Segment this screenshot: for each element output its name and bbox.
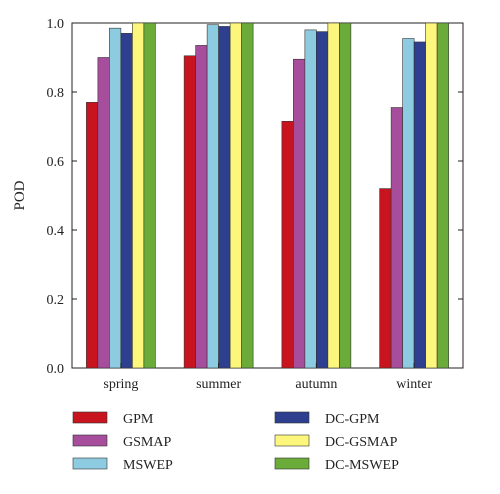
legend-swatch-gpm bbox=[72, 411, 108, 424]
y-tick-label: 0.2 bbox=[47, 293, 65, 308]
bar-gsmap-spring bbox=[97, 57, 110, 369]
bar-gpm-autumn bbox=[281, 121, 294, 369]
bar-dc-gpm-summer bbox=[218, 26, 231, 369]
bar-dc-gsmap-autumn bbox=[327, 22, 340, 369]
y-tick-label: 0.8 bbox=[47, 86, 65, 101]
legend-swatch-dc-mswep bbox=[274, 457, 310, 470]
bar-dc-gpm-winter bbox=[413, 41, 426, 369]
legend-swatch-gsmap bbox=[72, 434, 108, 447]
y-tick-label: 0.0 bbox=[47, 362, 65, 377]
bar-gsmap-autumn bbox=[293, 58, 306, 369]
x-tick-label-winter: winter bbox=[396, 377, 432, 392]
bar-dc-gpm-autumn bbox=[316, 31, 329, 369]
y-tick-label: 0.4 bbox=[47, 224, 65, 239]
bar-dc-mswep-spring bbox=[143, 22, 156, 369]
legend-swatch-mswep bbox=[72, 457, 108, 470]
legend-label-dc-gsmap: DC-GSMAP bbox=[325, 435, 398, 450]
legend: GPM GSMAP MSWEP DC-GPM DC-GSMAP DC-MSWEP bbox=[72, 411, 399, 473]
x-tick-label-spring: spring bbox=[103, 377, 138, 392]
y-axis-label: POD bbox=[12, 180, 28, 210]
x-tick-label-autumn: autumn bbox=[295, 377, 337, 392]
legend-label-dc-mswep: DC-MSWEP bbox=[325, 458, 399, 473]
bar-mswep-spring bbox=[109, 27, 122, 369]
y-tick-label: 0.6 bbox=[47, 155, 65, 170]
bar-dc-gsmap-winter bbox=[425, 22, 438, 369]
legend-label-gpm: GPM bbox=[123, 412, 154, 427]
plot-frame bbox=[71, 22, 464, 369]
bar-dc-gsmap-spring bbox=[132, 22, 145, 369]
legend-label-dc-gpm: DC-GPM bbox=[325, 412, 380, 427]
x-tick-label-summer: summer bbox=[196, 377, 241, 392]
legend-label-gsmap: GSMAP bbox=[123, 435, 171, 450]
bar-dc-mswep-summer bbox=[241, 22, 254, 369]
legend-swatch-dc-gsmap bbox=[274, 434, 310, 447]
legend-swatch-dc-gpm bbox=[274, 411, 310, 424]
bar-dc-gsmap-summer bbox=[229, 22, 242, 369]
bar-gpm-spring bbox=[86, 102, 99, 369]
legend-label-mswep: MSWEP bbox=[123, 458, 173, 473]
y-tick-label: 1.0 bbox=[47, 17, 65, 32]
bar-gpm-winter bbox=[379, 188, 392, 369]
bar-dc-mswep-winter bbox=[436, 22, 449, 369]
bar-mswep-autumn bbox=[304, 29, 317, 369]
bar-mswep-winter bbox=[402, 38, 415, 369]
bar-gsmap-summer bbox=[195, 45, 208, 369]
bar-dc-mswep-autumn bbox=[339, 22, 352, 369]
plot-area: 0.0 0.2 0.4 0.6 0.8 1.0 POD spring summer autumn w… bbox=[12, 17, 464, 392]
bar-dc-gpm-spring bbox=[120, 33, 133, 369]
bar-gsmap-winter bbox=[390, 107, 403, 369]
bar-mswep-summer bbox=[206, 24, 219, 369]
bar-gpm-summer bbox=[183, 55, 196, 369]
